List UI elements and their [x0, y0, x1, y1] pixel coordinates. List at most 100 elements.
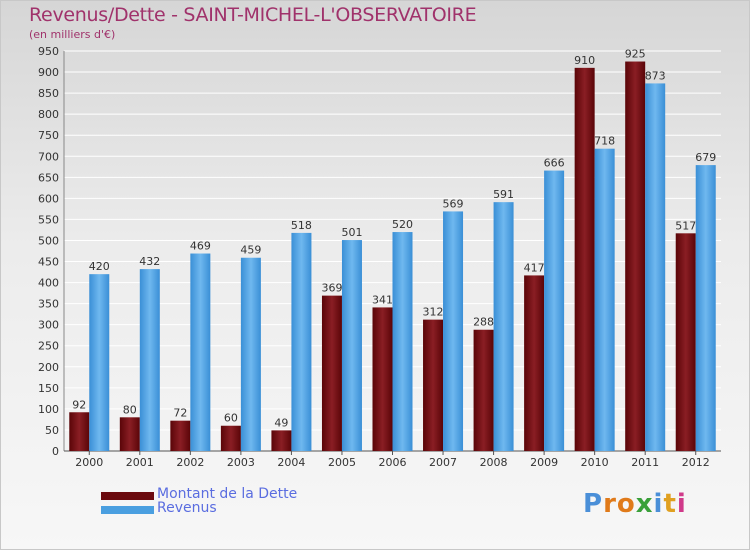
logo-letter: r [603, 489, 617, 519]
x-tick-label: 2011 [631, 456, 659, 469]
y-tick-label: 150 [38, 382, 59, 395]
data-label-revenus: 501 [341, 226, 362, 239]
y-tick-label: 950 [38, 45, 59, 58]
x-tick-label: 2010 [581, 456, 609, 469]
x-tick-label: 2001 [126, 456, 154, 469]
legend-swatch-dette [101, 492, 154, 500]
bar-revenus [392, 232, 413, 451]
bar-dette [321, 295, 342, 451]
data-label-dette: 60 [224, 412, 238, 425]
x-tick-label: 2006 [379, 456, 407, 469]
data-label-revenus: 520 [392, 218, 413, 231]
proxiti-logo: Proxiti [583, 489, 687, 519]
x-tick-label: 2004 [277, 456, 305, 469]
bar-revenus [341, 240, 362, 451]
data-label-dette: 910 [574, 54, 595, 67]
legend-swatch-revenus [101, 506, 154, 514]
logo-letter: o [616, 489, 636, 519]
x-tick-label: 2008 [480, 456, 508, 469]
y-tick-label: 500 [38, 234, 59, 247]
chart-title: Revenus/Dette - SAINT-MICHEL-L'OBSERVATO… [29, 4, 477, 26]
data-label-revenus: 518 [291, 219, 312, 232]
y-tick-label: 900 [38, 66, 59, 79]
y-tick-label: 800 [38, 108, 59, 121]
x-tick-label: 2002 [176, 456, 204, 469]
y-tick-label: 50 [45, 424, 59, 437]
bar-dette [119, 417, 140, 451]
data-label-revenus: 718 [594, 135, 615, 148]
data-label-dette: 49 [274, 416, 288, 429]
bar-revenus [594, 148, 615, 451]
bar-revenus [493, 202, 514, 451]
bar-dette [473, 329, 494, 451]
data-label-revenus: 459 [240, 244, 261, 257]
data-label-dette: 72 [173, 407, 187, 420]
data-label-revenus: 469 [190, 240, 211, 253]
legend-label-dette: Montant de la Dette [157, 486, 298, 502]
bar-revenus [139, 269, 160, 451]
bar-revenus [695, 165, 716, 451]
bar-dette [675, 233, 696, 451]
y-tick-label: 250 [38, 340, 59, 353]
x-tick-label: 2012 [682, 456, 710, 469]
y-tick-label: 700 [38, 150, 59, 163]
data-label-dette: 341 [372, 293, 393, 306]
data-label-dette: 369 [321, 282, 342, 295]
y-tick-label: 0 [52, 445, 59, 458]
y-tick-label: 400 [38, 277, 59, 290]
bar-dette [69, 412, 90, 451]
y-tick-label: 100 [38, 403, 59, 416]
bar-dette [220, 425, 241, 451]
bar-dette [271, 430, 292, 451]
bar-dette [574, 67, 595, 451]
data-label-dette: 925 [625, 48, 646, 61]
y-tick-label: 850 [38, 87, 59, 100]
bar-revenus [240, 257, 261, 451]
bar-dette [524, 275, 545, 451]
x-tick-label: 2007 [429, 456, 457, 469]
x-tick-label: 2009 [530, 456, 558, 469]
bar-revenus [544, 170, 565, 451]
y-tick-label: 350 [38, 298, 59, 311]
data-label-revenus: 666 [544, 157, 565, 170]
data-label-dette: 92 [72, 398, 86, 411]
data-label-dette: 417 [524, 261, 545, 274]
data-label-revenus: 679 [695, 151, 716, 164]
bar-revenus [645, 83, 666, 451]
data-label-revenus: 420 [89, 260, 110, 273]
bar-revenus [443, 211, 464, 451]
chart-subtitle: (en milliers d'€) [29, 28, 116, 41]
y-tick-label: 750 [38, 129, 59, 142]
bar-revenus [89, 274, 110, 451]
y-tick-label: 650 [38, 171, 59, 184]
logo-letter: x [635, 489, 654, 519]
data-label-revenus: 432 [139, 255, 160, 268]
logo-letter: i [653, 489, 664, 519]
y-tick-label: 200 [38, 361, 59, 374]
logo-letter: P [583, 489, 604, 519]
bar-dette [423, 319, 444, 451]
logo-letter: i [676, 489, 687, 519]
data-label-dette: 517 [675, 219, 696, 232]
y-tick-label: 600 [38, 192, 59, 205]
y-tick-label: 550 [38, 213, 59, 226]
data-label-dette: 288 [473, 316, 494, 329]
x-tick-label: 2005 [328, 456, 356, 469]
logo-letter: t [663, 489, 677, 519]
data-label-dette: 312 [423, 306, 444, 319]
legend-label-revenus: Revenus [157, 500, 217, 516]
bar-dette [625, 61, 646, 452]
bar-revenus [190, 253, 211, 451]
x-tick-label: 2003 [227, 456, 255, 469]
y-tick-label: 300 [38, 319, 59, 332]
data-label-revenus: 569 [443, 197, 464, 210]
bar-revenus [291, 232, 312, 451]
y-tick-label: 450 [38, 256, 59, 269]
data-label-revenus: 873 [645, 69, 666, 82]
data-label-revenus: 591 [493, 188, 514, 201]
bar-dette [170, 420, 191, 451]
bar-dette [372, 307, 393, 451]
data-label-dette: 80 [123, 403, 137, 416]
